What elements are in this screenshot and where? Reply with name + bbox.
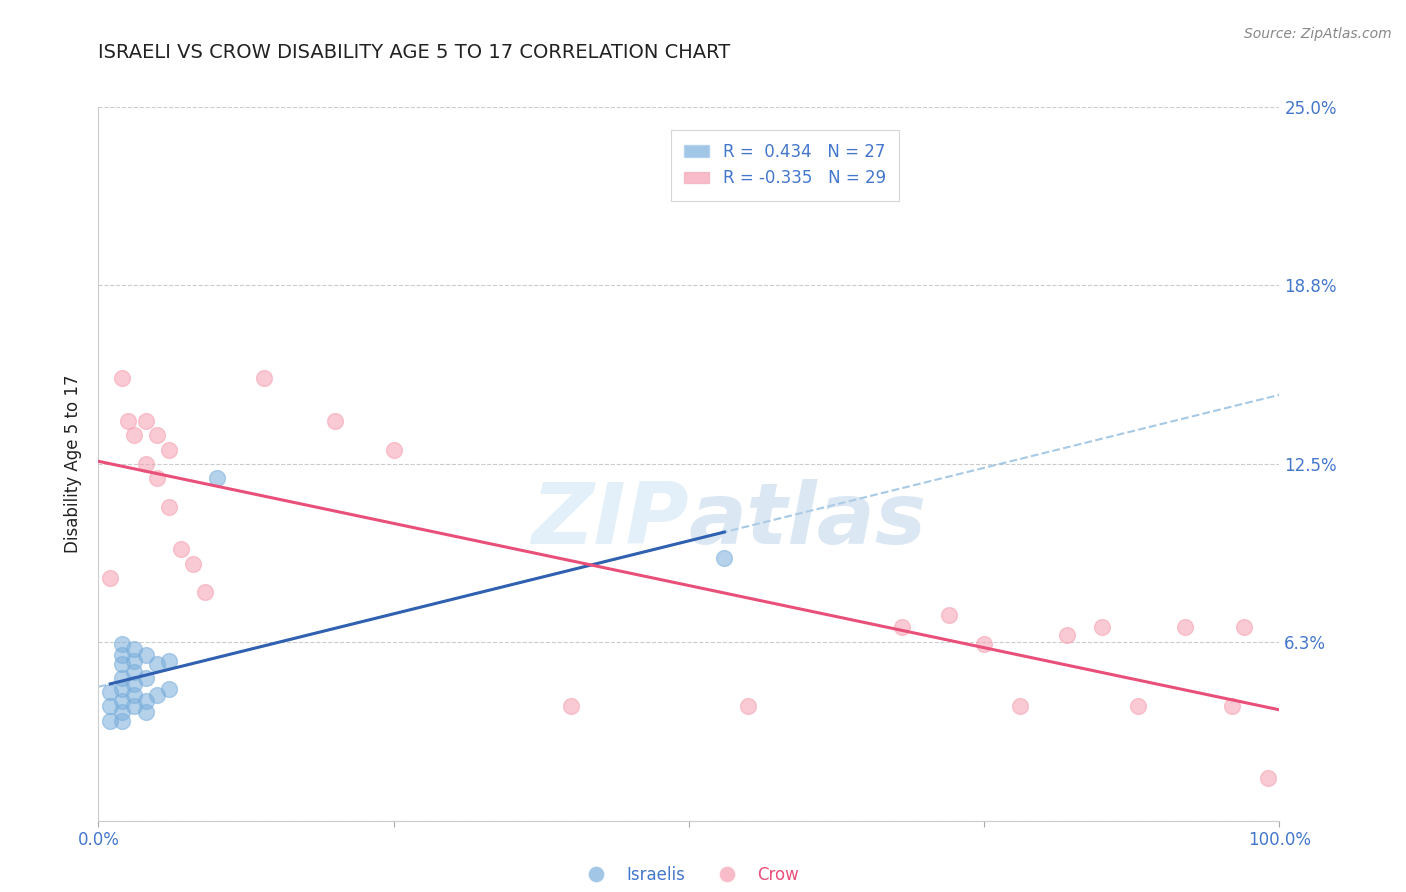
Point [973, 637, 995, 651]
Point [1233, 619, 1256, 633]
Point [98, 699, 121, 714]
Point [122, 642, 145, 657]
Point [111, 657, 134, 671]
Point [117, 414, 139, 428]
Point [1174, 619, 1197, 633]
Point [1220, 699, 1243, 714]
Point [111, 637, 134, 651]
Point [1257, 771, 1279, 785]
Point [194, 585, 217, 599]
Point [713, 551, 735, 566]
Point [111, 671, 134, 685]
Y-axis label: Disability Age 5 to 17: Disability Age 5 to 17 [65, 375, 83, 553]
Point [122, 428, 145, 442]
Point [111, 371, 134, 385]
Point [146, 428, 169, 442]
Text: ISRAELI VS CROW DISABILITY AGE 5 TO 17 CORRELATION CHART: ISRAELI VS CROW DISABILITY AGE 5 TO 17 C… [98, 44, 731, 62]
Point [938, 608, 960, 623]
Point [135, 648, 157, 662]
Point [157, 654, 180, 668]
Point [157, 682, 180, 697]
Point [1126, 699, 1149, 714]
Point [135, 705, 157, 719]
Point [181, 557, 204, 571]
Point [560, 699, 582, 714]
Point [146, 657, 169, 671]
Point [146, 471, 169, 485]
Point [122, 699, 145, 714]
Point [890, 619, 912, 633]
Point [146, 688, 169, 702]
Point [111, 705, 134, 719]
Point [135, 671, 157, 685]
Text: ZIP: ZIP [531, 479, 689, 563]
Point [323, 414, 346, 428]
Text: Source: ZipAtlas.com: Source: ZipAtlas.com [1244, 27, 1392, 41]
Point [1056, 628, 1078, 642]
Point [135, 414, 157, 428]
Point [122, 665, 145, 680]
Point [135, 457, 157, 471]
Point [253, 371, 276, 385]
Point [111, 648, 134, 662]
Point [111, 714, 134, 728]
Point [1091, 619, 1114, 633]
Legend: Israelis, Crow: Israelis, Crow [572, 860, 806, 891]
Point [122, 688, 145, 702]
Point [135, 694, 157, 708]
Point [98, 714, 121, 728]
Point [122, 654, 145, 668]
Point [737, 699, 759, 714]
Point [122, 676, 145, 690]
Point [1008, 699, 1031, 714]
Point [382, 442, 405, 457]
Text: atlas: atlas [689, 479, 927, 563]
Point [111, 682, 134, 697]
Point [98, 571, 121, 585]
Point [170, 542, 193, 557]
Point [157, 500, 180, 514]
Point [205, 471, 228, 485]
Point [111, 694, 134, 708]
Point [157, 442, 180, 457]
Point [98, 685, 121, 699]
